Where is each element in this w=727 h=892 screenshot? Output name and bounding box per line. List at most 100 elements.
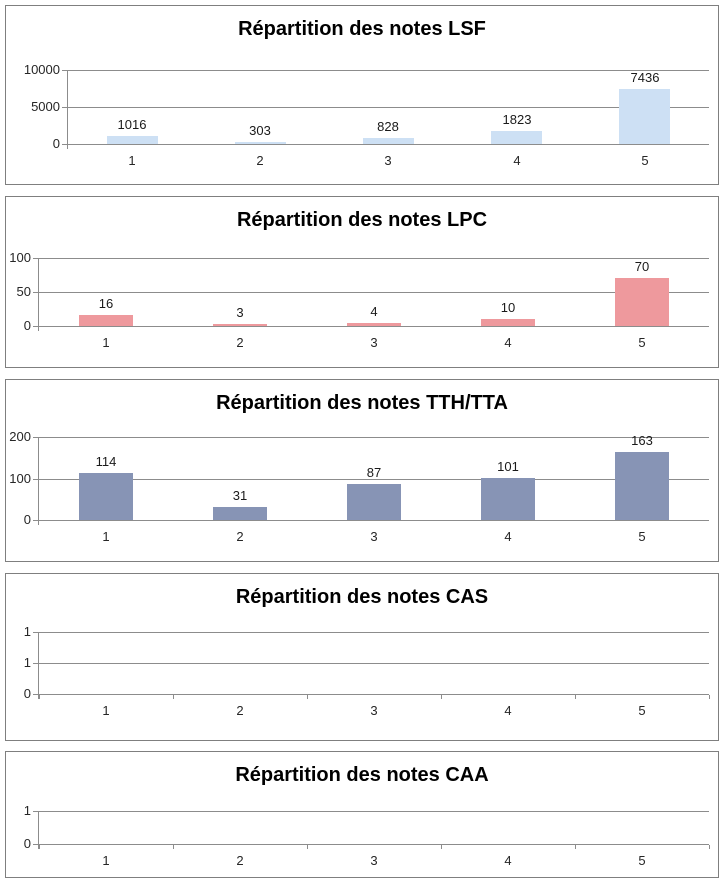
plot-area-lpc: 100 50 0 16 1 3 2 4 3 10 4 70 5 bbox=[9, 251, 709, 350]
gridline bbox=[39, 479, 709, 480]
plot-area-lsf: 10000 5000 0 1016 1 303 2 828 3 1823 4 7436 5 bbox=[24, 63, 709, 168]
y-axis-tick bbox=[62, 70, 67, 71]
x-axis-category-label: 2 bbox=[236, 335, 244, 350]
x-axis-tick bbox=[441, 695, 442, 699]
x-axis-tick bbox=[709, 695, 710, 699]
bar bbox=[347, 323, 401, 326]
axis-crossing-tick bbox=[38, 521, 39, 525]
y-axis-tick bbox=[33, 663, 38, 664]
x-axis-category-label: 3 bbox=[384, 153, 392, 168]
x-axis-tick bbox=[441, 845, 442, 849]
bar bbox=[363, 138, 414, 144]
bar bbox=[235, 142, 286, 144]
x-axis-category-label: 5 bbox=[638, 529, 646, 544]
bar bbox=[481, 478, 535, 520]
bar bbox=[79, 473, 133, 520]
bar bbox=[79, 315, 133, 326]
gridline bbox=[39, 811, 709, 812]
x-axis-category-label: 1 bbox=[102, 335, 110, 350]
chart-title-caa: Répartition des notes CAA bbox=[235, 764, 489, 786]
y-axis-tick bbox=[62, 107, 67, 108]
bar bbox=[213, 507, 267, 520]
x-axis-tick bbox=[709, 845, 710, 849]
x-axis-category-label: 1 bbox=[102, 529, 110, 544]
axis-crossing-tick bbox=[38, 327, 39, 331]
x-axis-category-label: 4 bbox=[504, 703, 512, 718]
y-axis-tick bbox=[33, 632, 38, 633]
y-axis-label: 1 bbox=[23, 803, 31, 818]
bar bbox=[347, 484, 401, 520]
x-axis-tick bbox=[575, 845, 576, 849]
bar-value-label: 303 bbox=[249, 123, 271, 138]
gridline bbox=[39, 258, 709, 259]
bar-value-label: 31 bbox=[232, 488, 248, 503]
bar-value-label: 3 bbox=[236, 305, 244, 320]
plot-area-caa: 1 0 1 2 3 4 5 bbox=[24, 804, 710, 868]
gridline bbox=[68, 107, 709, 108]
x-axis-category-label: 1 bbox=[128, 153, 136, 168]
y-axis-label: 10000 bbox=[23, 62, 60, 77]
x-axis-tick bbox=[173, 845, 174, 849]
x-axis-category-label: 5 bbox=[641, 153, 649, 168]
x-axis-category-label: 4 bbox=[504, 853, 512, 868]
x-axis-category-label: 5 bbox=[638, 703, 646, 718]
bar bbox=[615, 278, 669, 326]
y-axis-tick bbox=[33, 811, 38, 812]
bar bbox=[481, 319, 535, 326]
chart-caa: Répartition des notes CAA 1 0 1 2 3 4 5 bbox=[5, 751, 719, 878]
bar-value-label: 828 bbox=[377, 119, 399, 134]
axis-crossing-tick bbox=[38, 845, 39, 849]
x-axis-category-label: 5 bbox=[638, 853, 646, 868]
x-axis-category-label: 3 bbox=[370, 335, 378, 350]
gridline bbox=[39, 663, 709, 664]
axis-crossing-tick bbox=[38, 695, 39, 699]
bar-value-label: 16 bbox=[98, 296, 114, 311]
y-axis-tick bbox=[33, 437, 38, 438]
bar bbox=[213, 324, 267, 326]
x-axis-tick bbox=[575, 695, 576, 699]
x-axis-category-label: 2 bbox=[236, 853, 244, 868]
chart-lpc: Répartition des notes LPC 100 50 0 16 1 3 2 4 3 1… bbox=[5, 196, 719, 368]
y-axis-tick bbox=[33, 520, 38, 521]
y-axis-tick bbox=[33, 292, 38, 293]
x-axis-category-label: 4 bbox=[513, 153, 521, 168]
y-axis-tick bbox=[33, 694, 38, 695]
y-axis-label: 1 bbox=[23, 655, 31, 670]
y-axis-label: 200 bbox=[9, 429, 31, 444]
x-axis-tick bbox=[173, 695, 174, 699]
x-axis-category-label: 1 bbox=[102, 853, 110, 868]
bar-value-label: 1016 bbox=[117, 117, 147, 132]
y-axis-tick bbox=[33, 479, 38, 480]
y-axis-tick bbox=[33, 844, 38, 845]
x-axis-category-label: 5 bbox=[638, 335, 646, 350]
plot-area-cas: 1 1 0 1 2 3 4 5 bbox=[24, 625, 710, 718]
x-axis-category-label: 4 bbox=[504, 335, 512, 350]
y-axis-label: 100 bbox=[9, 471, 31, 486]
y-axis-label: 0 bbox=[23, 836, 31, 851]
bar-value-label: 7436 bbox=[630, 70, 660, 85]
y-axis-label: 50 bbox=[16, 284, 31, 299]
bar-value-label: 101 bbox=[497, 459, 519, 474]
gridline bbox=[68, 70, 709, 71]
x-axis-tick bbox=[307, 695, 308, 699]
axis-crossing-tick bbox=[67, 145, 68, 149]
x-axis-tick bbox=[39, 845, 40, 849]
x-axis-tick bbox=[307, 845, 308, 849]
bar-value-label: 70 bbox=[634, 259, 650, 274]
y-axis-label: 0 bbox=[23, 512, 31, 527]
bar bbox=[619, 89, 670, 144]
chart-tth-tta: Répartition des notes TTH/TTA 200 100 0 114… bbox=[5, 379, 719, 562]
bar-value-label: 1823 bbox=[502, 112, 532, 127]
x-axis-category-label: 3 bbox=[370, 853, 378, 868]
x-axis-category-label: 2 bbox=[236, 703, 244, 718]
y-axis-tick bbox=[33, 326, 38, 327]
chart-title-lpc: Répartition des notes LPC bbox=[236, 209, 488, 231]
chart-title-cas: Répartition des notes CAS bbox=[235, 586, 489, 608]
chart-title-tth-tta: Répartition des notes TTH/TTA bbox=[216, 392, 508, 414]
x-axis-category-label: 2 bbox=[256, 153, 264, 168]
bar-value-label: 10 bbox=[500, 300, 516, 315]
y-axis-label: 0 bbox=[23, 318, 31, 333]
gridline bbox=[39, 632, 709, 633]
y-axis-tick bbox=[33, 258, 38, 259]
y-axis-label: 0 bbox=[52, 136, 60, 151]
